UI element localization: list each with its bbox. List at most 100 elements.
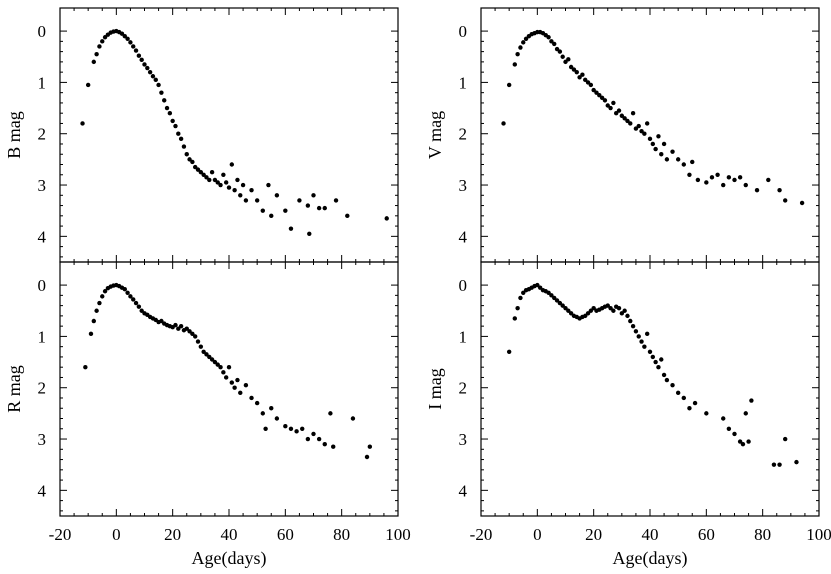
b-panel-data-point — [193, 164, 198, 170]
i-panel-ytick-label: 3 — [459, 430, 468, 449]
r-panel-data-point — [136, 304, 142, 309]
b-panel-data-point — [187, 157, 192, 162]
v-panel-data-point — [619, 113, 625, 118]
i-panel-data-point — [771, 462, 777, 467]
b-panel-data-point — [164, 105, 170, 111]
v-panel-data-point — [732, 177, 737, 183]
r-panel-data-point — [204, 352, 209, 357]
r-panel-data-point — [102, 289, 108, 294]
v-panel-data-point — [695, 177, 701, 183]
i-panel-ytick-label: 2 — [459, 379, 468, 398]
i-panel-data-point — [622, 308, 627, 313]
r-panel-data-point — [190, 331, 195, 337]
v-panel-data-point — [599, 95, 605, 100]
v-panel-data-point — [501, 121, 506, 126]
r-panel-data-point — [235, 377, 240, 383]
i-panel-data-point — [777, 462, 782, 467]
r-panel-data-point — [209, 357, 215, 362]
r-panel-data-point — [269, 406, 274, 411]
i-panel-data-point — [518, 295, 523, 301]
i-panel-data-point — [642, 344, 647, 349]
i-panel-data-point — [512, 316, 517, 321]
i-panel-xtick-label: 20 — [585, 525, 602, 544]
b-panel: 0 1 2 3 4 B mag — [4, 7, 399, 263]
r-panel-data-point — [274, 416, 280, 421]
v-panel-ylabel: V mag — [425, 111, 445, 159]
v-panel-data-point — [647, 136, 653, 142]
i-panel-data-point — [554, 298, 560, 303]
b-panel-data-point — [162, 98, 167, 103]
v-panel-ytick-label: 2 — [459, 125, 468, 144]
i-panel: -20 0 20 40 60 80 100 0 1 2 3 4 I mag Age(days) — [425, 261, 831, 569]
b-panel-data-point — [305, 203, 311, 208]
v-panel-data-point — [549, 39, 554, 44]
i-panel-data-point — [633, 329, 639, 334]
r-panel-data-point — [139, 308, 144, 313]
i-panel-data-point — [630, 323, 636, 329]
v-panel-data-point — [783, 198, 788, 203]
b-panel-data-point — [190, 159, 195, 165]
b-panel-data-point — [153, 77, 158, 83]
b-panel-data-point — [322, 205, 327, 211]
v-panel-data-point — [616, 108, 622, 113]
i-panel-xtick-label: 40 — [642, 525, 659, 544]
v-panel-data-point — [577, 75, 582, 80]
i-panel-data-point — [653, 359, 658, 365]
v-panel-data-point — [737, 175, 743, 180]
i-panel-xtick-label: 60 — [698, 525, 715, 544]
r-panel-data-point — [328, 411, 333, 416]
i-panel-ytick-label: 0 — [459, 276, 468, 295]
v-panel-data-point — [560, 54, 565, 59]
v-panel-data-point — [709, 175, 715, 180]
i-panel-data-point — [743, 411, 748, 416]
i-panel-data-point — [566, 308, 571, 313]
b-panel-data-point — [384, 216, 389, 221]
i-panel-data-point — [583, 313, 588, 319]
i-panel-xlabel: Age(days) — [613, 548, 688, 569]
i-panel-data-point — [704, 411, 709, 416]
v-panel-data-point — [580, 72, 585, 77]
b-panel-ytick-label: 4 — [38, 227, 47, 246]
r-panel-data-point — [173, 322, 178, 328]
v-panel-data-point — [670, 149, 675, 154]
r-panel-data-point — [207, 354, 212, 360]
v-panel-ytick-label: 1 — [459, 73, 468, 92]
v-panel-data-point — [614, 110, 619, 116]
v-panel-data-point — [557, 49, 563, 54]
i-panel-data-point — [546, 290, 551, 295]
r-panel-data-point — [311, 431, 316, 437]
r-panel-data-point — [201, 349, 206, 354]
b-panel-data-point — [102, 35, 108, 40]
v-panel-data-point — [777, 187, 782, 193]
i-panel-data-point — [650, 354, 656, 360]
b-panel-data-point — [142, 62, 147, 67]
b-panel-data-point — [100, 39, 105, 44]
r-panel-data-point — [223, 375, 229, 380]
i-panel-data-point — [681, 395, 686, 401]
b-panel-data-point — [181, 144, 187, 149]
v-panel-axes-frame — [480, 7, 820, 263]
i-panel-data-point — [740, 441, 746, 447]
v-panel-data-point — [690, 159, 695, 165]
b-panel-data-point — [218, 182, 223, 188]
r-panel-ytick-label: 3 — [38, 430, 47, 449]
i-panel-data-point — [721, 416, 726, 421]
i-panel-xtick-label: 100 — [806, 525, 831, 544]
b-panel-data-point — [221, 172, 226, 177]
v-panel-data-point — [642, 131, 647, 136]
r-panel-data-point — [187, 329, 192, 334]
i-panel-data-point — [563, 305, 568, 311]
i-panel-data-point — [656, 364, 661, 370]
i-panel-data-point — [675, 390, 681, 396]
r-panel-data-point — [88, 331, 94, 337]
v-panel-data-point — [653, 146, 658, 152]
r-panel-axes-frame — [59, 261, 399, 517]
r-panel-data-point — [131, 297, 136, 302]
b-panel-data-point — [91, 59, 97, 65]
i-panel-data-point — [726, 426, 732, 431]
b-panel-data-point — [249, 187, 254, 193]
r-panel-xtick-label: -20 — [49, 525, 72, 544]
i-panel-data-point — [608, 305, 613, 311]
v-panel-data-point — [523, 36, 529, 41]
i-panel-ytick-label: 1 — [459, 327, 468, 346]
